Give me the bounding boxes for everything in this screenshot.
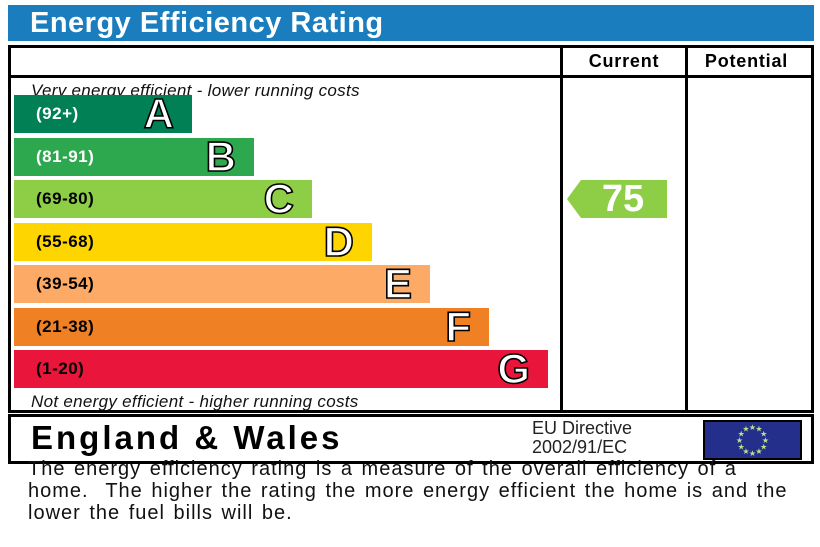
eu-flag-star: ★ bbox=[749, 423, 756, 432]
band-b-range: (81-91) bbox=[36, 147, 95, 166]
band-g-range: (1-20) bbox=[36, 359, 85, 378]
band-e-letter: E bbox=[383, 260, 413, 307]
band-f-letter: F bbox=[445, 303, 472, 350]
eu-flag-star: ★ bbox=[760, 442, 767, 451]
region-label: England & Wales bbox=[31, 419, 343, 456]
column-divider-current bbox=[560, 48, 563, 410]
eu-flag-star: ★ bbox=[749, 449, 756, 458]
band-f-range: (21-38) bbox=[36, 317, 95, 336]
band-d: (55-68) D bbox=[14, 218, 372, 265]
eu-flag-icon: ★ ★★★★★★★★★★★ bbox=[703, 420, 802, 460]
eu-flag-star: ★ bbox=[742, 447, 749, 456]
band-c-range: (69-80) bbox=[36, 189, 95, 208]
band-a-letter: A bbox=[143, 90, 175, 137]
eu-flag-star: ★ bbox=[738, 442, 745, 451]
band-g-letter: G bbox=[497, 345, 531, 392]
band-a: (92+) A bbox=[14, 90, 192, 137]
band-g: (1-20) G bbox=[14, 345, 548, 392]
band-f: (21-38) F bbox=[14, 303, 489, 350]
title-bar: Energy Efficiency Rating bbox=[8, 5, 814, 41]
band-d-letter: D bbox=[323, 218, 355, 265]
eu-flag-star: ★ bbox=[762, 436, 769, 445]
band-b-letter: B bbox=[205, 133, 237, 180]
band-c: (69-80) C bbox=[14, 175, 312, 222]
band-a-range: (92+) bbox=[36, 104, 79, 123]
potential-column-header: Potential bbox=[704, 51, 789, 71]
current-column-header: Current bbox=[588, 51, 660, 71]
eu-flag-star: ★ bbox=[738, 429, 745, 438]
eu-flag-star: ★ bbox=[736, 436, 743, 445]
eu-flag-star: ★ bbox=[755, 447, 762, 456]
eu-flag-star: ★ bbox=[742, 425, 749, 434]
band-d-range: (55-68) bbox=[36, 232, 95, 251]
column-divider-potential bbox=[685, 48, 688, 410]
band-c-letter: C bbox=[263, 175, 295, 222]
footer: England & Wales EU Directive 2002/91/EC … bbox=[8, 414, 814, 464]
band-e: (39-54) E bbox=[14, 260, 430, 307]
page-title: Energy Efficiency Rating bbox=[30, 6, 384, 39]
band-b: (81-91) B bbox=[14, 133, 254, 180]
eu-flag-field bbox=[705, 422, 800, 458]
eu-flag-star: ★ bbox=[755, 425, 762, 434]
rating-chart: Current Potential Very energy efficient … bbox=[8, 45, 814, 413]
band-e-range: (39-54) bbox=[36, 274, 95, 293]
bottom-note: Not energy efficient - higher running co… bbox=[31, 392, 359, 411]
current-rating-arrow: 75 bbox=[567, 180, 667, 218]
header-divider bbox=[11, 75, 811, 78]
eu-directive-line2: 2002/91/EC bbox=[532, 437, 628, 457]
description-text: The energy efficiency rating is a measur… bbox=[28, 458, 797, 524]
eu-directive-label: EU Directive 2002/91/EC bbox=[532, 419, 632, 457]
current-rating-value: 75 bbox=[601, 178, 645, 220]
eu-flag-star: ★ bbox=[760, 429, 767, 438]
eu-directive-line1: EU Directive bbox=[532, 418, 633, 438]
